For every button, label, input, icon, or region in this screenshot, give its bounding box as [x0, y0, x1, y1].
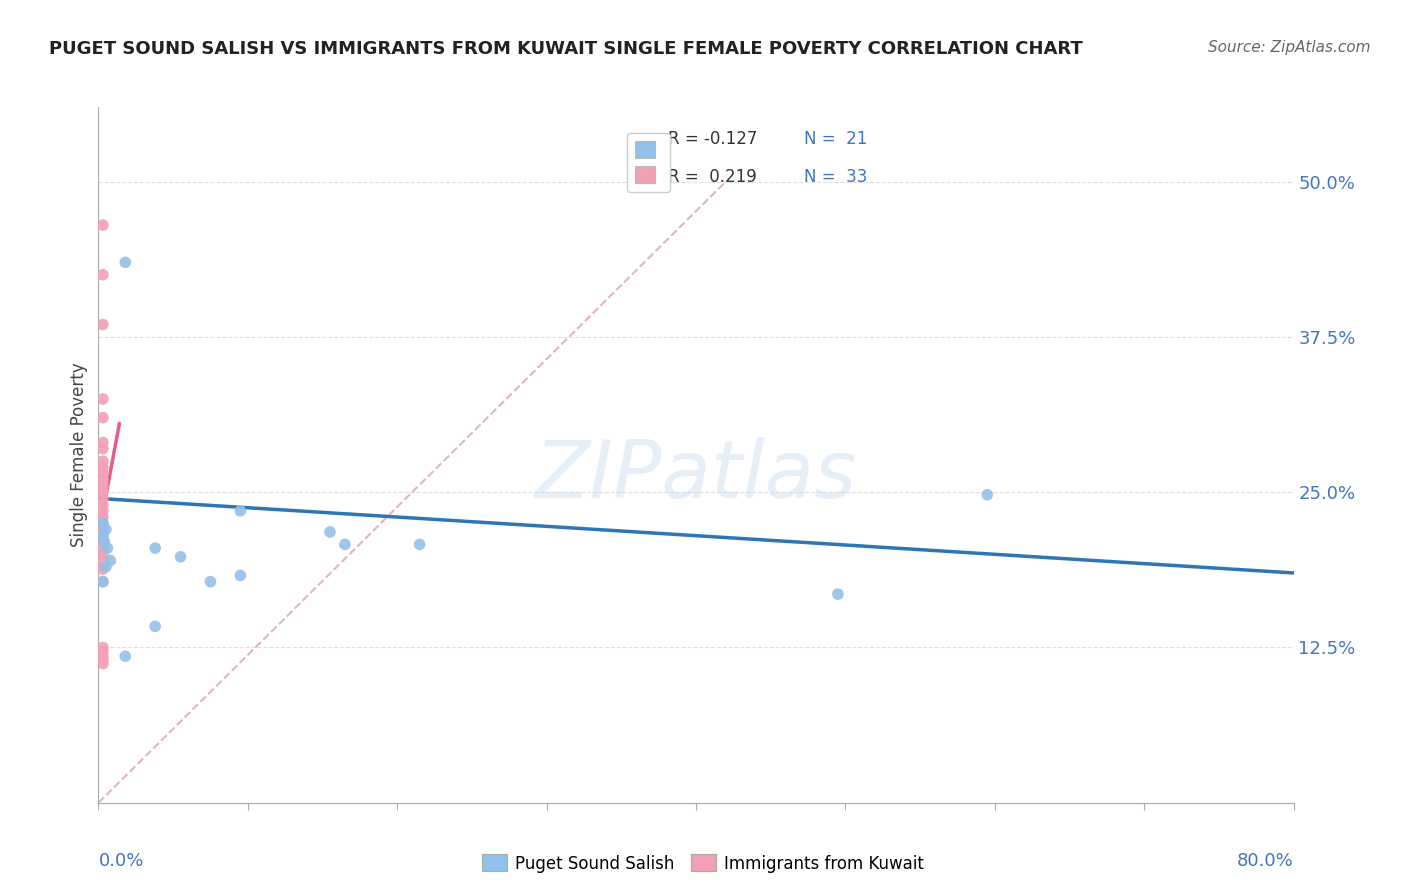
Point	[94, 523, 117, 537]
Point	[229, 568, 252, 582]
Point	[91, 541, 114, 555]
Point	[114, 255, 136, 269]
Point	[91, 529, 114, 543]
Point	[91, 479, 114, 493]
Point	[91, 653, 114, 667]
Point	[96, 541, 118, 555]
Text: 80.0%: 80.0%	[1237, 852, 1294, 870]
Point	[98, 553, 122, 567]
Legend: , : ,	[627, 133, 669, 193]
Text: R =  0.219: R = 0.219	[668, 168, 758, 186]
Point	[91, 454, 114, 468]
Point	[91, 485, 114, 500]
Text: Source: ZipAtlas.com: Source: ZipAtlas.com	[1208, 40, 1371, 55]
Point	[91, 547, 114, 561]
Point	[91, 657, 114, 671]
Point	[91, 442, 114, 456]
Point	[91, 574, 114, 589]
Point	[91, 524, 114, 539]
Point	[91, 268, 114, 282]
Point	[319, 524, 342, 539]
Text: R = -0.127: R = -0.127	[668, 130, 758, 148]
Point	[114, 649, 136, 664]
Text: N =  21: N = 21	[804, 130, 868, 148]
Point	[91, 644, 114, 658]
Point	[91, 467, 114, 481]
Point	[91, 510, 114, 524]
Point	[91, 640, 114, 655]
Point	[91, 410, 114, 425]
Point	[143, 619, 166, 633]
Point	[91, 504, 114, 518]
Point	[976, 488, 998, 502]
Point	[91, 218, 114, 232]
Point	[408, 537, 430, 551]
Point	[91, 523, 114, 537]
Point	[91, 529, 114, 543]
Text: PUGET SOUND SALISH VS IMMIGRANTS FROM KUWAIT SINGLE FEMALE POVERTY CORRELATION C: PUGET SOUND SALISH VS IMMIGRANTS FROM KU…	[49, 40, 1083, 58]
Point	[91, 516, 114, 531]
Point	[94, 559, 117, 574]
Point	[333, 537, 356, 551]
Point	[91, 460, 114, 475]
Text: ZIPatlas: ZIPatlas	[534, 437, 858, 515]
Point	[91, 562, 114, 576]
Point	[229, 504, 252, 518]
Point	[200, 574, 222, 589]
Point	[91, 553, 114, 567]
Text: 0.0%: 0.0%	[98, 852, 143, 870]
Point	[91, 574, 114, 589]
Point	[827, 587, 849, 601]
Y-axis label: Single Female Poverty: Single Female Poverty	[70, 363, 89, 547]
Point	[91, 392, 114, 406]
Point	[169, 549, 191, 564]
Point	[91, 318, 114, 332]
Point	[91, 516, 114, 531]
Point	[91, 649, 114, 664]
Point	[91, 559, 114, 574]
Text: N =  33: N = 33	[804, 168, 868, 186]
Legend: Puget Sound Salish, Immigrants from Kuwait: Puget Sound Salish, Immigrants from Kuwa…	[475, 847, 931, 880]
Point	[91, 491, 114, 506]
Point	[91, 435, 114, 450]
Point	[91, 498, 114, 512]
Point	[93, 534, 115, 549]
Point	[91, 534, 114, 549]
Point	[91, 473, 114, 487]
Point	[143, 541, 166, 555]
